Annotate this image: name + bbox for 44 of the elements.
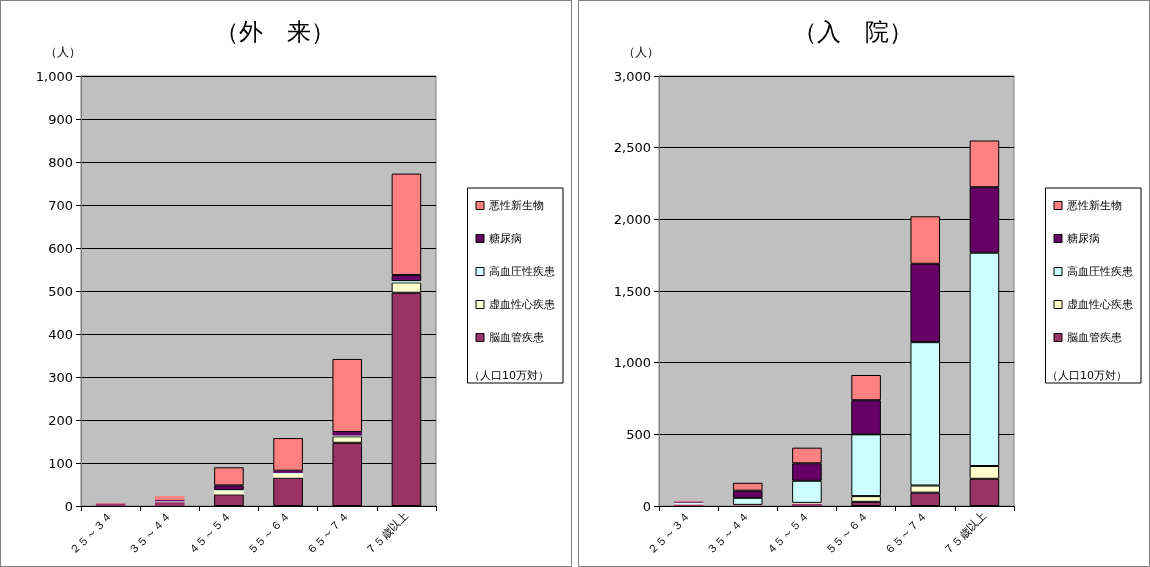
x-tick-label: ３５～４４	[126, 509, 175, 558]
x-tick-label: ３５～４４	[704, 509, 753, 558]
y-tick-label: 0	[64, 498, 73, 514]
x-tick-label: ６５～７４	[303, 509, 352, 558]
y-tick-label: 2,000	[613, 211, 651, 227]
chart-title: （外 来）	[214, 18, 335, 46]
x-tick-label: ７５歳以上	[362, 509, 412, 558]
legend-label: 糖尿病	[1067, 232, 1100, 245]
x-tick-label: ４５～５４	[763, 509, 812, 558]
y-tick-label: 2,500	[613, 140, 651, 156]
y-tick-label: 600	[48, 240, 73, 256]
y-axis-title: （人）	[623, 45, 659, 59]
legend-label: 脳血管疾患	[1067, 331, 1122, 344]
y-tick-label: 500	[48, 283, 73, 299]
legend-label: 糖尿病	[489, 232, 522, 245]
y-tick-label: 100	[48, 455, 73, 471]
x-tick-label: ６５～７４	[881, 509, 930, 558]
x-tick-label: ５５～６４	[822, 509, 871, 558]
x-tick-label: ７５歳以上	[940, 509, 990, 558]
y-axis-title: （人）	[45, 45, 81, 59]
y-tick-label: 700	[48, 197, 73, 213]
y-tick-label: 1,500	[613, 283, 651, 299]
y-tick-label: 300	[48, 369, 73, 385]
legend-label: 悪性新生物	[1066, 199, 1122, 212]
y-tick-label: 200	[48, 412, 73, 428]
x-tick-label: ５５～６４	[244, 509, 293, 558]
legend-label: 悪性新生物	[488, 199, 544, 212]
legend-label: 脳血管疾患	[489, 331, 544, 344]
y-tick-label: 900	[48, 111, 73, 127]
text: （人口10万対）	[469, 369, 549, 382]
y-tick-label: 0	[642, 498, 651, 514]
y-tick-label: 800	[48, 154, 73, 170]
text: （人口10万対）	[1047, 369, 1127, 382]
legend-label: 虚血性心疾患	[489, 298, 555, 311]
y-tick-label: 3,000	[613, 68, 651, 84]
legend-label: 高血圧性疾患	[1067, 265, 1133, 278]
y-tick-label: 400	[48, 326, 73, 342]
chart-title: （入 院）	[792, 18, 913, 46]
y-tick-label: 500	[626, 426, 651, 442]
x-tick-label: ４５～５４	[185, 509, 234, 558]
y-tick-label: 1,000	[613, 355, 651, 371]
legend-label: 高血圧性疾患	[489, 265, 555, 278]
legend-label: 虚血性心疾患	[1067, 298, 1133, 311]
y-tick-label: 1,000	[35, 68, 73, 84]
